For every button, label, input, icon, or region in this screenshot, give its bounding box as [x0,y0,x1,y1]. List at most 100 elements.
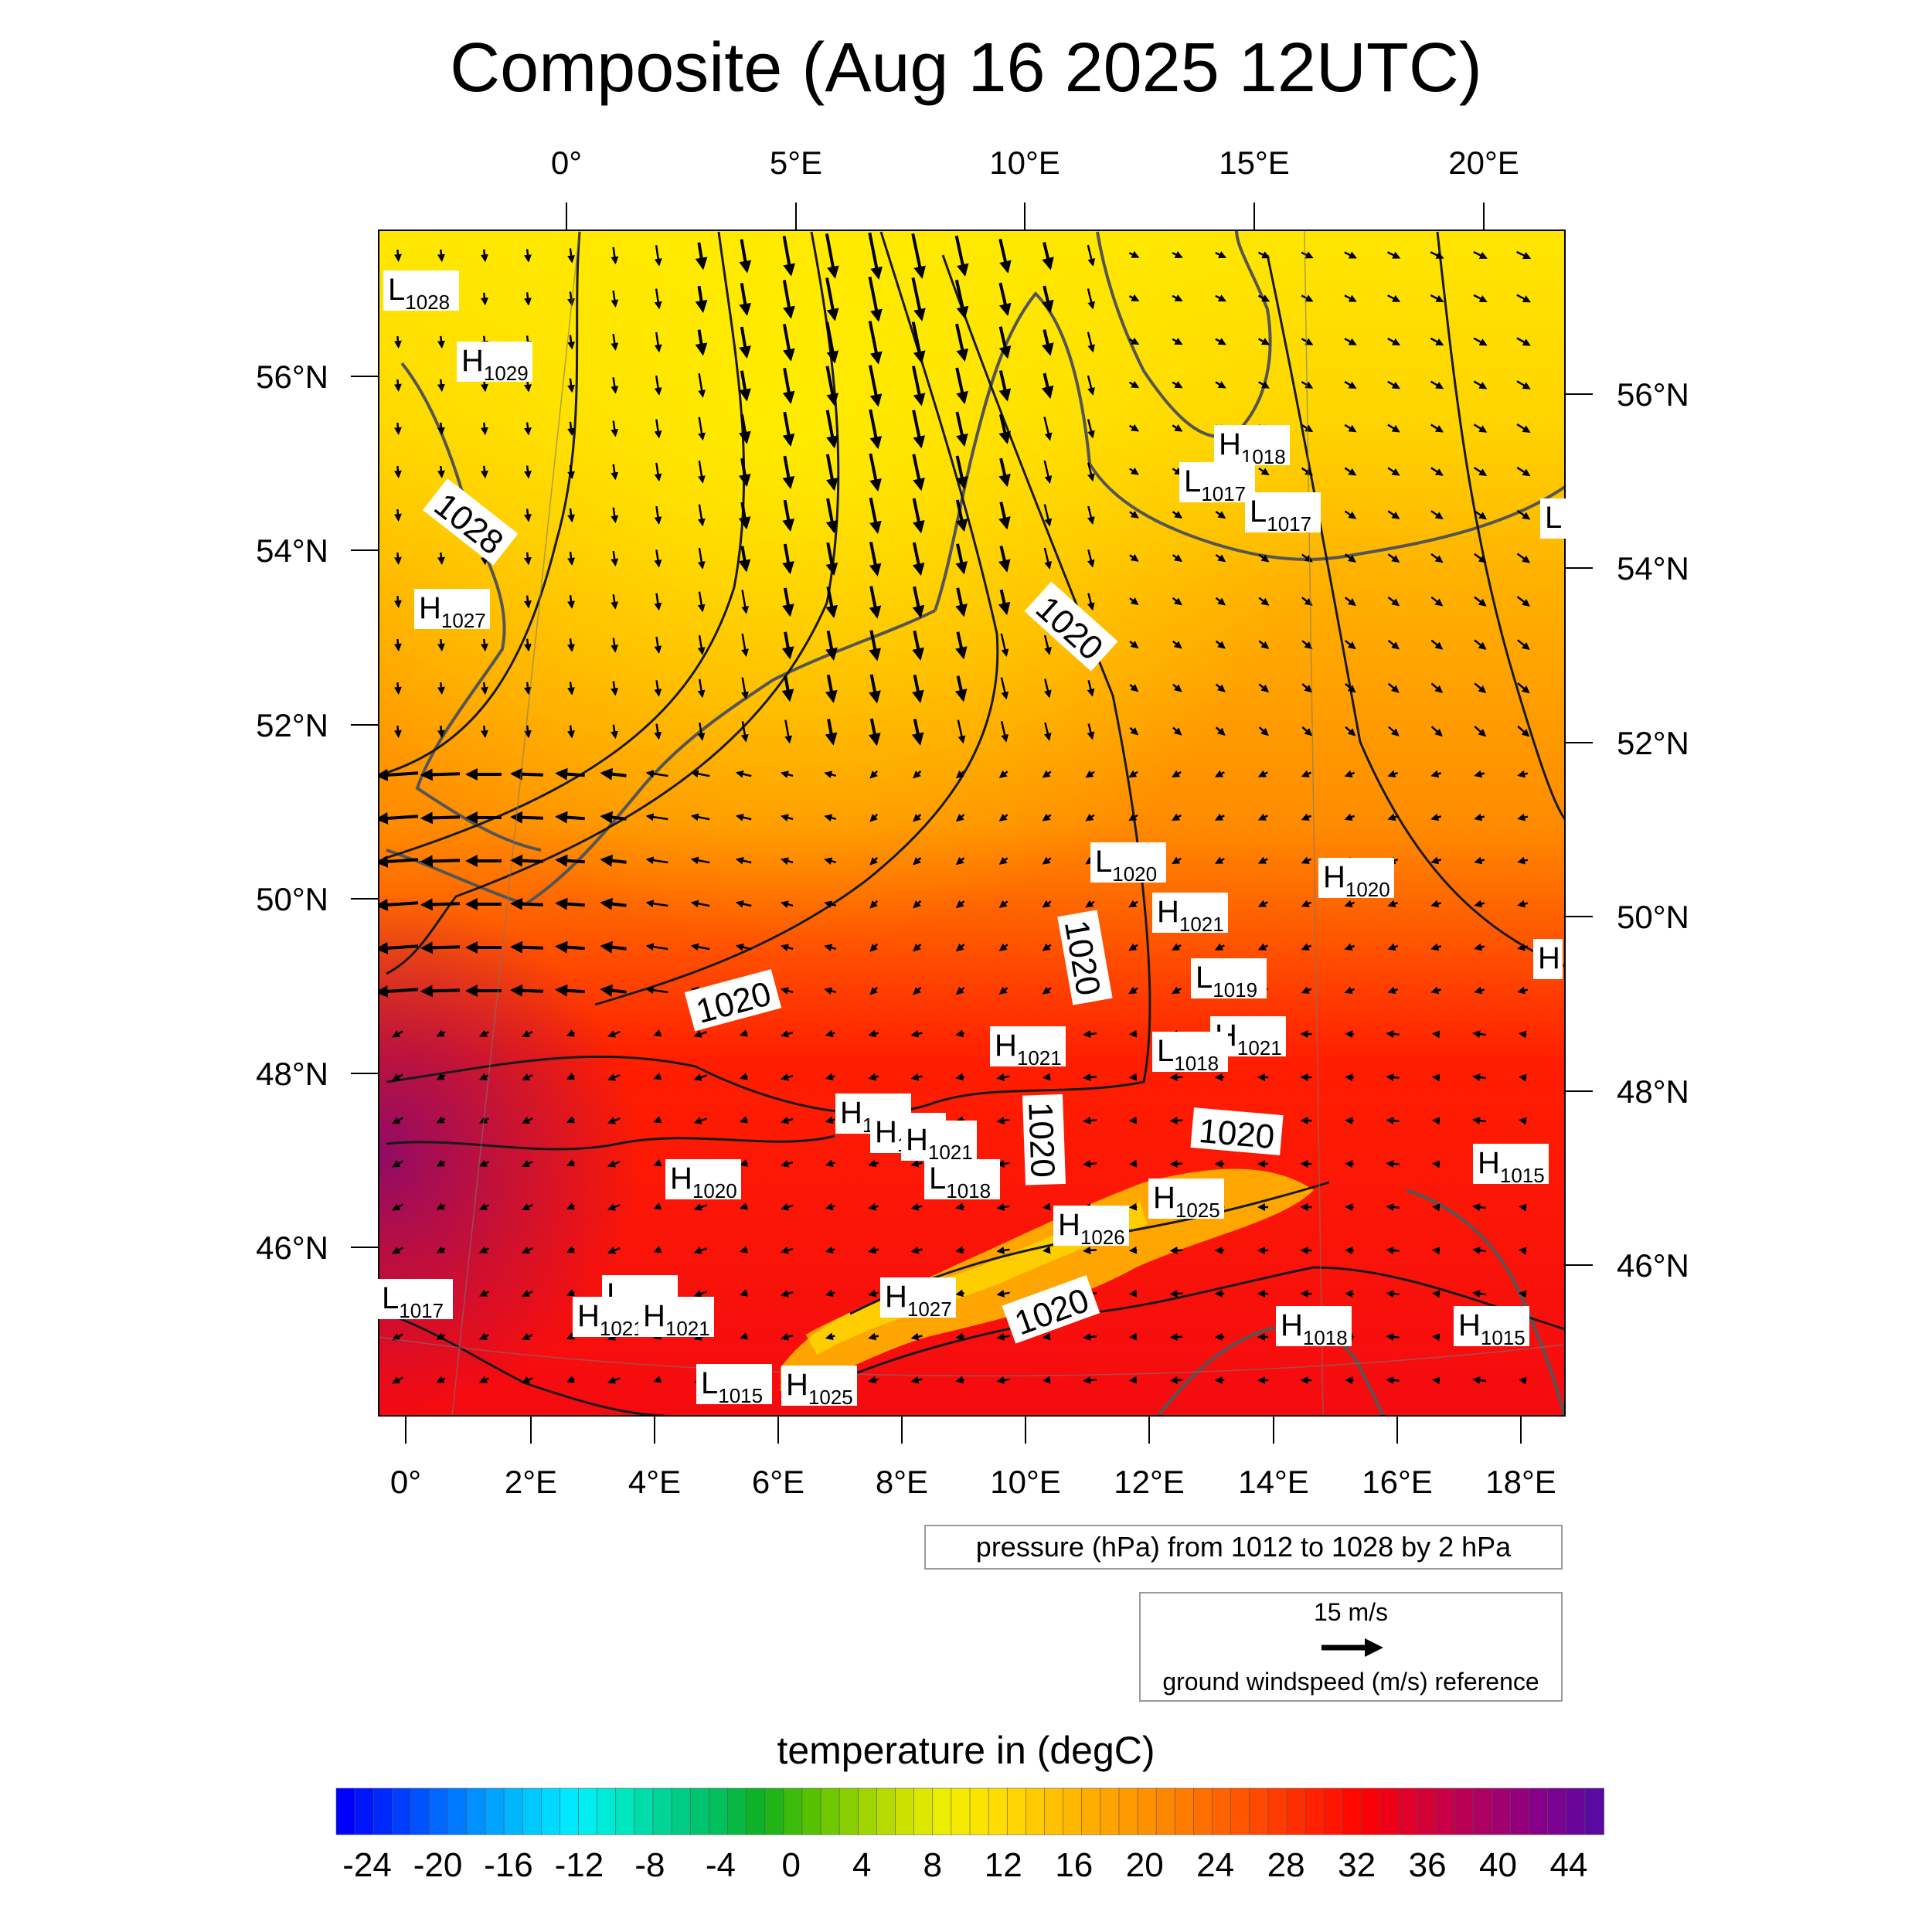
wind-vector [607,1073,621,1081]
wind-vector [420,855,461,868]
wind-vector [510,811,543,824]
wind-vector [825,1332,835,1341]
colorbar-cell [932,1787,952,1835]
wind-vector [1042,986,1052,995]
wind-vector [1083,1117,1097,1124]
wind-vector [555,940,585,954]
wind-vector [739,1073,749,1080]
wind-vector [1257,770,1268,777]
wind-vector [653,1202,662,1210]
wind-vector [912,410,926,449]
svg-text:L1028: L1028 [388,273,450,314]
wind-vector [1473,380,1488,389]
wind-vector [611,638,619,653]
wind-vector [955,1202,964,1211]
wind-vector [695,242,708,270]
wind-vector [1344,943,1355,951]
wind-vector [653,1072,662,1080]
wind-vector [1474,770,1485,778]
wind-vector [420,985,461,998]
wind-vector [392,1073,403,1081]
wind-vector [607,1117,621,1124]
lon-tick-bottom: 12°E [1114,1464,1185,1500]
wind-vector [955,986,965,995]
wind-vector [869,674,881,704]
wind-vector [955,770,965,779]
wind-vector [653,1245,662,1253]
pressure-center-label: H1021 [638,1297,714,1340]
lat-tick-left: 54°N [256,532,328,569]
wind-vector [1344,294,1357,302]
wind-vector [566,1159,576,1167]
colorbar-cell [652,1787,673,1835]
wind-vector [825,1246,835,1254]
wind-vector [1430,856,1442,865]
wind-vector [523,595,532,609]
wind-vector [1172,250,1183,259]
wind-vector [782,455,795,490]
wind-vector [955,631,968,660]
wind-vector [738,546,751,573]
wind-vector [607,1376,621,1384]
wind-vector [611,550,619,566]
lat-tick-right: 48°N [1617,1073,1689,1110]
wind-vector [735,943,752,951]
wind-vector [611,420,619,437]
colorbar-cell [969,1787,990,1835]
wind-vector [1344,467,1357,476]
wind-vector [780,987,794,995]
colorbar-tick: 0 [782,1846,801,1884]
colorbar-tick: -8 [634,1846,665,1884]
wind-vector [825,542,838,577]
wind-vector [480,422,488,436]
wind-vector [1258,338,1270,345]
wind-vector [1169,1376,1183,1384]
plot-frame [378,230,1566,1417]
wind-vector [1518,1290,1527,1298]
wind-vector [1258,683,1270,692]
wind-vector [735,856,752,865]
wind-vector [1301,640,1313,650]
wind-vector [690,900,710,908]
pressure-center-label: H1015 [1473,1144,1549,1187]
wind-vector [555,984,585,997]
wind-vector [1258,553,1270,563]
wind-vector [695,285,708,313]
colorbar-cell [1063,1787,1083,1835]
wind-vector [436,1029,446,1037]
wind-vector [954,279,969,319]
colorbar-cell [1193,1787,1213,1835]
wind-vector [781,1202,794,1211]
wind-vector [1474,943,1485,951]
wind-vector [567,378,576,393]
pressure-center-label: L1028 [383,270,459,314]
wind-vector [910,1159,923,1168]
wind-vector [739,1246,749,1253]
wind-vector [1172,554,1183,563]
colorbar-cell [1323,1787,1344,1835]
wind-vector [1043,1202,1051,1211]
wind-vector [1215,597,1226,606]
lon-tick-bottom: 14°E [1238,1464,1309,1500]
wind-vector [738,502,751,530]
wind-vector [1387,986,1399,995]
colorbar-cell [1081,1787,1101,1835]
wind-vector [739,1332,749,1340]
svg-text:L1017: L1017 [1184,464,1246,505]
wind-vector [523,465,532,479]
wind-vector [1172,380,1183,389]
wind-vector [1345,640,1356,650]
pressure-center-label: H1026 [1053,1206,1129,1249]
wind-vector [824,900,837,909]
wind-vector [653,1115,662,1124]
wind-vector [1345,726,1356,736]
wind-vector [523,422,532,436]
pressure-center-label: L1017 [1179,462,1255,505]
wind-vector [392,1247,403,1254]
wind-vector [1430,813,1442,821]
wind-vector [611,464,619,481]
wind-vector [1387,596,1400,607]
wind-vector [996,1376,1010,1384]
wind-vector [1214,770,1225,777]
